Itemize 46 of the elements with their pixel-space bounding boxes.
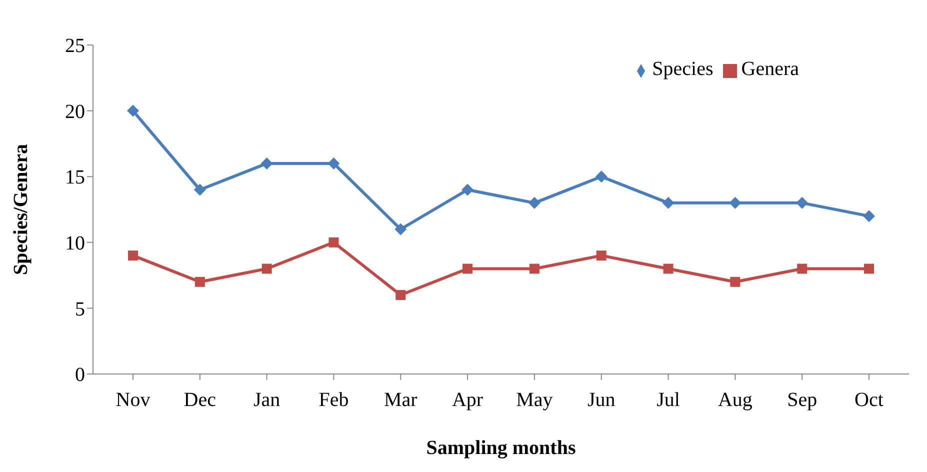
point bbox=[796, 196, 808, 209]
point bbox=[194, 184, 206, 196]
x-tick-label: Jul bbox=[656, 389, 680, 412]
point bbox=[662, 196, 674, 209]
x-tick-label: Dec bbox=[184, 389, 216, 412]
point bbox=[128, 250, 138, 261]
x-tick-label: Nov bbox=[116, 389, 150, 412]
point bbox=[194, 276, 205, 287]
point bbox=[797, 264, 808, 274]
point bbox=[730, 276, 740, 287]
point bbox=[260, 157, 273, 170]
x-axis-title: Sampling months bbox=[426, 437, 576, 459]
point bbox=[127, 104, 139, 117]
y-tick-label: 20 bbox=[65, 100, 85, 123]
point bbox=[328, 237, 339, 248]
point bbox=[529, 264, 540, 274]
x-tick-label: Aug bbox=[718, 389, 752, 412]
point bbox=[396, 290, 406, 300]
x-tick-label: May bbox=[516, 389, 553, 412]
point bbox=[328, 157, 340, 170]
y-axis-title: Species/Genera bbox=[10, 144, 32, 276]
y-tick-label: 15 bbox=[65, 166, 85, 189]
point bbox=[462, 264, 473, 274]
y-tick-label: 25 bbox=[65, 35, 85, 58]
point bbox=[863, 210, 875, 222]
point bbox=[262, 264, 272, 274]
point bbox=[663, 264, 674, 274]
y-tick-label: 5 bbox=[75, 298, 85, 320]
point bbox=[864, 264, 874, 274]
x-tick-label: Oct bbox=[854, 389, 884, 412]
x-tick-label: Sep bbox=[787, 389, 818, 412]
y-tick-label: 10 bbox=[65, 232, 85, 254]
x-tick-label: Jun bbox=[587, 389, 616, 412]
point bbox=[595, 170, 608, 183]
x-tick-label: Jan bbox=[253, 389, 280, 412]
legend-label: Species bbox=[652, 58, 714, 80]
y-tick-label: 0 bbox=[75, 364, 85, 386]
point bbox=[462, 184, 474, 196]
point bbox=[729, 196, 742, 209]
x-tick-label: Mar bbox=[384, 389, 418, 412]
point bbox=[394, 223, 407, 236]
x-tick-label: Apr bbox=[452, 389, 484, 412]
point bbox=[596, 250, 606, 261]
point bbox=[528, 196, 540, 209]
x-tick-label: Feb bbox=[318, 389, 349, 412]
legend-label: Genera bbox=[741, 58, 799, 80]
